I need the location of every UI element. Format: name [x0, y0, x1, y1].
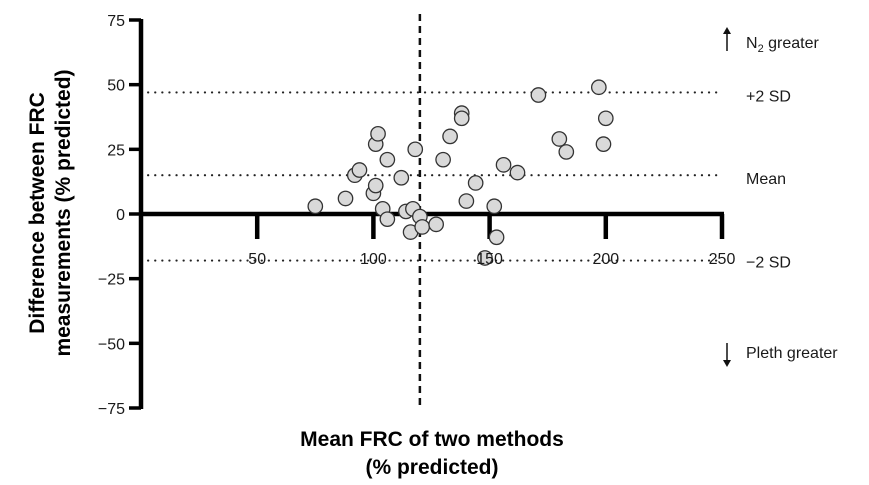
down-arrow-head-icon	[723, 360, 731, 367]
data-point	[495, 157, 512, 173]
x-axis-title-line-2: (% predicted)	[365, 456, 498, 479]
y-axis-title-line-2: measurements (% predicted)	[52, 69, 75, 356]
data-point	[486, 198, 503, 215]
y-tick-label: −25	[98, 272, 125, 289]
points-layer	[307, 79, 614, 266]
y-tick-label: −50	[98, 336, 125, 353]
data-point	[351, 162, 368, 178]
x-axis-title-line-1: Mean FRC of two methods	[300, 428, 564, 451]
data-point	[530, 87, 547, 103]
x-tick-label: 150	[476, 251, 503, 268]
data-point	[435, 151, 451, 168]
data-point	[379, 151, 396, 168]
x-tick-label: 200	[592, 251, 619, 268]
data-point	[370, 125, 386, 142]
y-axis-title-line-1: Difference between FRC	[26, 92, 49, 334]
data-point	[367, 177, 384, 194]
data-point	[488, 229, 505, 246]
y-tick-label: 0	[116, 207, 125, 224]
data-point	[509, 164, 526, 181]
data-point	[307, 198, 324, 215]
data-point	[414, 219, 431, 235]
lower-sd-label: −2 SD	[746, 255, 791, 272]
data-point	[453, 110, 470, 127]
data-point	[597, 110, 614, 127]
data-point	[428, 216, 444, 233]
x-tick-label: 250	[709, 251, 736, 268]
data-point	[407, 141, 424, 158]
n2-greater-label: N2 greater	[746, 35, 820, 55]
upper-sd-label: +2 SD	[746, 88, 791, 105]
x-tick-label: 100	[360, 251, 387, 268]
x-tick-label: 50	[248, 251, 266, 268]
data-point	[477, 250, 493, 266]
data-point	[467, 175, 484, 191]
data-point	[558, 144, 575, 160]
pleth-greater-label: Pleth greater	[746, 345, 838, 362]
data-point	[595, 136, 612, 153]
data-point	[393, 169, 410, 186]
y-tick-label: 75	[107, 13, 125, 30]
y-tick-label: 25	[107, 142, 125, 159]
mean-label: Mean	[746, 171, 786, 188]
data-point	[379, 211, 396, 228]
data-point	[337, 190, 354, 207]
data-point	[590, 79, 607, 96]
y-tick-label: −75	[98, 401, 125, 418]
data-point	[458, 193, 475, 209]
data-point	[551, 131, 568, 147]
data-point	[442, 128, 458, 145]
up-arrow-head-icon	[723, 27, 731, 34]
y-tick-label: 50	[107, 78, 125, 95]
